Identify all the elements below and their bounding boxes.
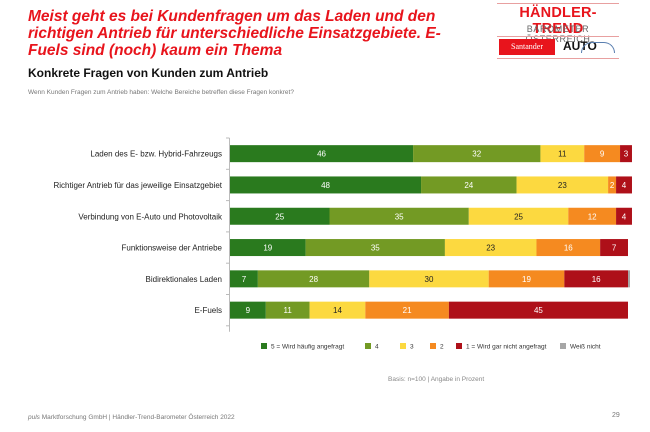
logo-divider xyxy=(497,36,619,37)
value-label: 4 xyxy=(622,212,627,221)
bar-segment xyxy=(369,270,489,288)
bar-segment xyxy=(230,270,258,288)
value-label: 11 xyxy=(558,150,567,159)
basis-note: Basis: n=100 | Angabe in Prozent xyxy=(388,376,485,383)
category-labels: Laden des E- bzw. Hybrid-Fahrzeugs Richti… xyxy=(53,150,223,316)
legend-label: 3 xyxy=(410,344,414,351)
value-label: 24 xyxy=(464,181,473,190)
value-label: 48 xyxy=(321,181,330,190)
legend-label: 4 xyxy=(375,344,379,351)
bar-segment xyxy=(421,176,517,194)
logo-subtitle: BAROMETER ÖSTERREICH xyxy=(525,24,591,44)
headline: Meist geht es bei Kundenfragen um das La… xyxy=(28,8,441,59)
bar-segment xyxy=(584,145,621,163)
category-label: Bidirektionales Laden xyxy=(146,275,223,284)
value-label: 35 xyxy=(395,212,404,221)
bar-segment xyxy=(616,176,632,194)
legend-swatch xyxy=(430,343,436,349)
bar-segment xyxy=(620,145,632,163)
value-label: 21 xyxy=(403,306,412,315)
value-label: 19 xyxy=(263,244,272,253)
bar-segment xyxy=(564,270,628,288)
legend-swatch xyxy=(261,343,267,349)
legend-swatch xyxy=(400,343,406,349)
bar-segment xyxy=(608,176,617,194)
value-label: 46 xyxy=(317,150,326,159)
bar-segment xyxy=(413,145,541,163)
category-label: Verbindung von E-Auto und Photovoltaik xyxy=(78,212,223,221)
footer-brand: puls xyxy=(28,414,40,421)
bar-segment xyxy=(600,239,628,257)
value-label: 23 xyxy=(558,181,567,190)
value-label: 28 xyxy=(309,275,318,284)
value-label: 11 xyxy=(284,306,293,315)
logo-divider xyxy=(497,58,619,59)
value-label: 25 xyxy=(275,212,284,221)
bar-segment xyxy=(488,270,565,288)
category-label: E-Fuels xyxy=(194,306,222,315)
value-label: 25 xyxy=(514,212,523,221)
bar-segment xyxy=(230,145,414,163)
footer: puls Marktforschung GmbH | Händler-Trend… xyxy=(28,414,235,421)
bar-segment xyxy=(468,207,569,225)
category-label: Laden des E- bzw. Hybrid-Fahrzeugs xyxy=(90,150,222,159)
legend-label: 1 = Wird gar nicht angefragt xyxy=(466,344,547,351)
bar-segment xyxy=(230,207,330,225)
bar-segment xyxy=(257,270,370,288)
bar-segment xyxy=(568,207,617,225)
bar-segment xyxy=(305,239,445,257)
logo-divider xyxy=(497,3,619,4)
value-label: 4 xyxy=(622,181,627,190)
category-label: Funktionsweise der Antriebe xyxy=(122,244,223,253)
value-label: 32 xyxy=(472,150,481,159)
page-number: 29 xyxy=(612,412,620,419)
bar-segment xyxy=(540,145,585,163)
bar-segment xyxy=(309,301,366,319)
bar-segment xyxy=(230,176,422,194)
bar-segment xyxy=(230,301,266,319)
bar-segment xyxy=(628,270,630,288)
value-label: 7 xyxy=(242,275,247,284)
value-label: 35 xyxy=(371,244,380,253)
santander-logo: Santander xyxy=(499,39,555,55)
bars: 46 32 11 9 348 24 23 2 425 35 25 12 419 35 23 16 77 28 30 1… xyxy=(230,145,632,319)
value-label: 45 xyxy=(534,306,543,315)
legend-label: 2 xyxy=(440,344,444,351)
bar-segment xyxy=(265,301,310,319)
bar-segment xyxy=(329,207,469,225)
bar-segment xyxy=(616,207,632,225)
value-label: 7 xyxy=(612,244,617,253)
value-label: 23 xyxy=(486,244,495,253)
value-label: 3 xyxy=(624,150,629,159)
survey-question: Wenn Kunden Fragen zum Antrieb haben: We… xyxy=(28,89,294,96)
bar-segment xyxy=(448,301,628,319)
value-label: 2 xyxy=(610,181,615,190)
bar-segment xyxy=(230,239,306,257)
legend-swatch xyxy=(456,343,462,349)
logo-title: HÄNDLER-TREND xyxy=(519,5,597,37)
footer-text: Marktforschung GmbH | Händler-Trend-Baro… xyxy=(39,414,235,421)
value-label: 9 xyxy=(600,150,605,159)
bar-segment xyxy=(365,301,449,319)
chart-subtitle: Konkrete Fragen von Kunden zum Antrieb xyxy=(28,66,269,80)
bar-segment xyxy=(444,239,537,257)
value-label: 19 xyxy=(522,275,531,284)
legend-swatch xyxy=(365,343,371,349)
category-label: Richtiger Antrieb für das jeweilige Eins… xyxy=(53,181,222,190)
bar-segment xyxy=(536,239,601,257)
value-label: 16 xyxy=(564,244,573,253)
legend-label: 5 = Wird häufig angefragt xyxy=(271,344,344,351)
bar-segment xyxy=(516,176,609,194)
legend: 5 = Wird häufig angefragt 4 3 2 1 = Wird gar… xyxy=(261,343,601,351)
legend-swatch xyxy=(560,343,566,349)
value-label: 14 xyxy=(333,306,342,315)
value-label: 30 xyxy=(425,275,434,284)
haendler-trend-logo: HÄNDLER-TREND BAROMETER ÖSTERREICH Santa… xyxy=(497,2,619,59)
value-label: 16 xyxy=(592,275,601,284)
legend-label: Weiß nicht xyxy=(570,344,601,351)
value-label: 12 xyxy=(588,212,597,221)
category-axis xyxy=(226,137,230,332)
value-label: 9 xyxy=(246,306,251,315)
